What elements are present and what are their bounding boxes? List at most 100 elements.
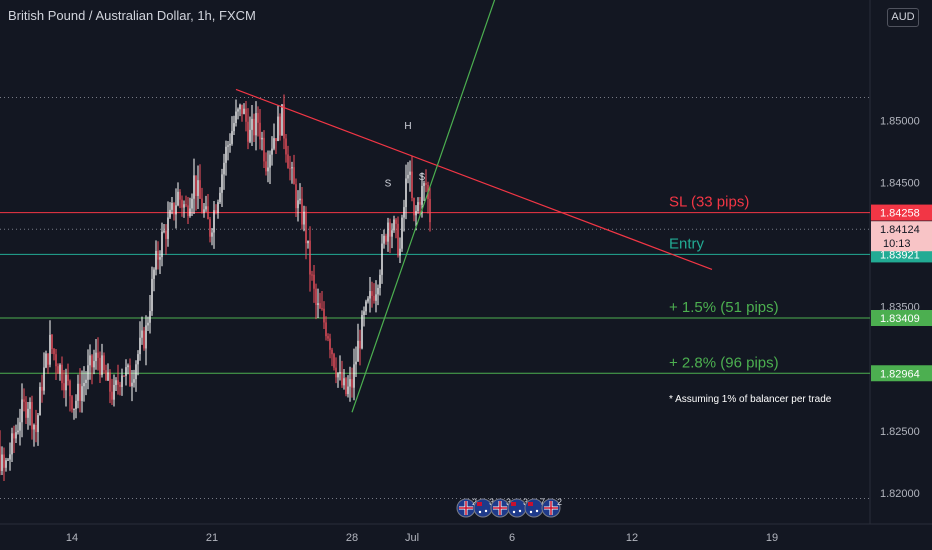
candle-body — [309, 240, 311, 275]
candle-body — [413, 197, 415, 216]
gb-flag-event-icon[interactable]: 2 — [456, 497, 477, 518]
candle-body — [419, 202, 421, 205]
candle-body — [239, 104, 241, 110]
price-tick-label: 1.84500 — [880, 178, 920, 190]
candle-body — [119, 384, 121, 387]
candle-body — [11, 433, 13, 455]
event-markers[interactable]: 2 3 3 3 7 2 — [456, 497, 562, 518]
candle-body — [61, 364, 63, 384]
candle-body — [165, 230, 167, 239]
candle-body — [127, 365, 129, 368]
candle-body — [401, 217, 403, 249]
price-axis[interactable]: 1.820001.825001.830001.835001.840001.845… — [871, 115, 932, 500]
candle-body — [41, 386, 43, 391]
candle-body — [167, 217, 169, 239]
currency-badge[interactable]: AUD — [887, 8, 919, 27]
candle-body — [111, 391, 113, 400]
candle-body — [125, 367, 127, 376]
candle-body — [171, 202, 173, 210]
candle-body — [147, 322, 149, 326]
price-line-label-1: Entry — [669, 235, 705, 252]
candle-body — [269, 154, 271, 168]
candle-body — [233, 123, 235, 132]
candle-body — [63, 383, 65, 391]
candle-body — [91, 355, 93, 368]
price-box-label-3: 1.82964 — [880, 368, 920, 380]
candle-body — [389, 222, 391, 237]
candle-body — [109, 372, 111, 392]
candle-body — [423, 183, 425, 186]
candle-body — [231, 131, 233, 144]
candle-body — [129, 365, 131, 387]
candle-body — [35, 425, 37, 433]
candle-body — [375, 294, 377, 301]
candle-body — [311, 274, 313, 276]
candle-body — [153, 269, 155, 279]
candle-body — [283, 104, 285, 139]
candle-body — [89, 355, 91, 366]
candle-body — [331, 349, 333, 355]
candle-body — [217, 202, 219, 213]
candle-body — [417, 202, 419, 211]
candle-body — [81, 386, 83, 401]
price-box-0 — [871, 204, 932, 221]
time-axis[interactable]: 14 21 28 Jul 6 12 19 — [66, 532, 778, 544]
trendlines — [235, 0, 713, 413]
candle-body — [273, 138, 275, 149]
candle-body — [85, 379, 87, 383]
candle-body — [323, 308, 325, 323]
candle-body — [155, 250, 157, 270]
candle-body — [205, 206, 207, 210]
candle-body — [33, 425, 35, 430]
candle-body — [361, 315, 363, 349]
candle-body — [287, 154, 289, 169]
candle-body — [215, 210, 217, 213]
candle-body — [411, 171, 413, 198]
candle-body — [177, 191, 179, 206]
pattern-label-2: S — [419, 172, 426, 183]
gb-flag-event-icon[interactable]: 2 — [541, 497, 562, 518]
candle-body — [25, 401, 27, 418]
candle-body — [315, 288, 317, 306]
candle-body — [415, 210, 417, 216]
candle-body — [51, 334, 53, 350]
candle-body — [115, 380, 117, 385]
candle-body — [181, 199, 183, 208]
price-box-label-0: 1.84258 — [880, 208, 920, 220]
price-tick-label: 1.85000 — [880, 115, 920, 127]
candle-body — [179, 191, 181, 200]
candle-body — [267, 167, 269, 172]
candle-body — [55, 354, 57, 367]
candle-body — [209, 219, 211, 237]
candle-body — [157, 250, 159, 260]
price-line-label-3: + 2.8% (96 pips) — [669, 354, 779, 371]
candle-body — [369, 291, 371, 299]
candle-body — [23, 399, 25, 402]
candle-body — [169, 209, 171, 218]
candle-body — [265, 161, 267, 172]
support-trendline[interactable] — [351, 0, 498, 413]
au-flag-event-icon[interactable]: 3 — [507, 497, 528, 518]
candle-body — [393, 219, 395, 231]
candle-body — [53, 349, 55, 355]
candle-body — [373, 295, 375, 301]
candle-body — [313, 274, 315, 289]
time-tick-label: 21 — [206, 532, 218, 544]
resistance-trendline[interactable] — [235, 88, 713, 271]
candle-body — [259, 122, 261, 140]
candle-body — [407, 174, 409, 179]
candle-body — [339, 371, 341, 374]
candle-body — [355, 361, 357, 365]
candle-body — [57, 366, 59, 374]
candle-body — [211, 232, 213, 237]
candle-body — [329, 338, 331, 350]
candle-body — [381, 243, 383, 275]
candle-body — [271, 148, 273, 155]
candle-body — [275, 138, 277, 142]
price-lines — [0, 212, 870, 374]
candle-body — [9, 454, 11, 460]
candle-body — [7, 459, 9, 461]
candle-body — [281, 104, 283, 136]
candle-body — [207, 206, 209, 220]
